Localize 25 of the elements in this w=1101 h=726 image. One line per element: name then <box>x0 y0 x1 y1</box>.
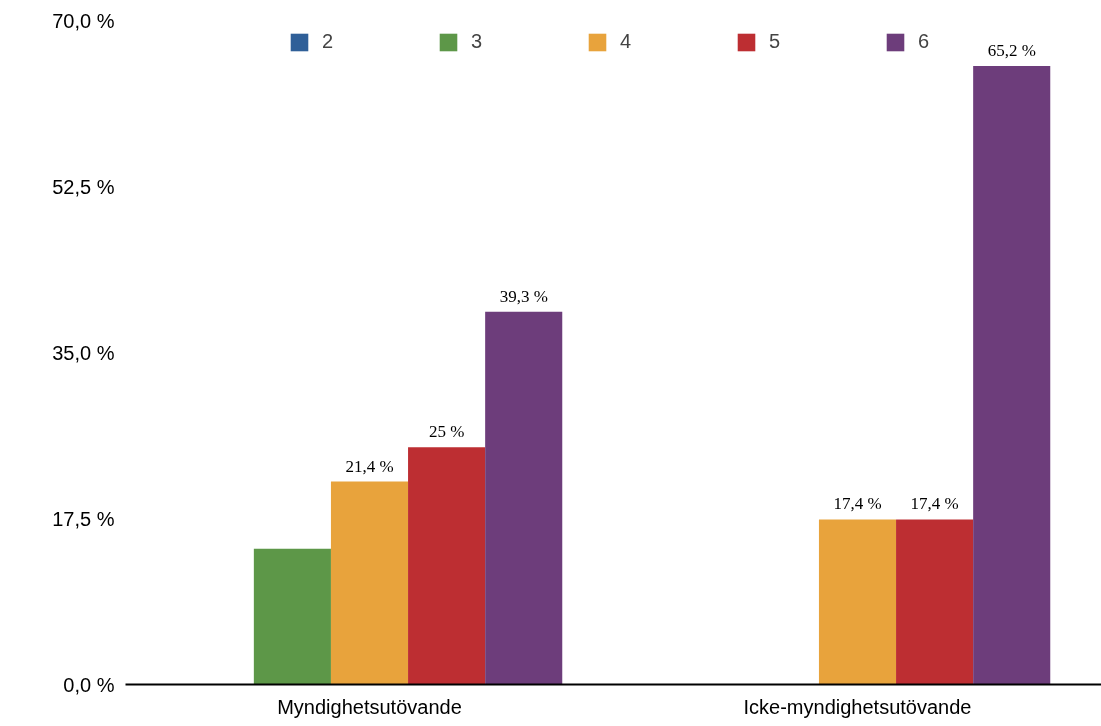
bar <box>253 548 331 685</box>
bar <box>330 481 409 685</box>
data-label: 21,4 % <box>345 456 394 476</box>
data-label: 17,4 % <box>833 494 882 514</box>
legend-label: 6 <box>918 30 931 53</box>
y-tick-label: 17,5 % <box>52 507 115 530</box>
y-tick-label: 70,0 % <box>52 9 115 32</box>
x-tick-label: Myndighetsutövande <box>277 695 462 718</box>
bar <box>896 519 974 685</box>
y-tick-label: 0,0 % <box>63 673 115 696</box>
bar <box>818 519 897 685</box>
bar <box>485 311 563 685</box>
bar <box>973 66 1051 685</box>
x-tick-label: Icke-myndighetsutövande <box>743 695 972 718</box>
bar <box>408 447 486 685</box>
data-label: 65,2 % <box>987 41 1036 61</box>
legend-label: 4 <box>620 30 633 53</box>
data-label: 17,4 % <box>910 494 959 514</box>
legend-label: 2 <box>322 30 335 53</box>
legend-label: 5 <box>769 30 782 53</box>
y-tick-label: 52,5 % <box>52 175 115 198</box>
legend-label: 3 <box>471 30 484 53</box>
data-label: 39,3 % <box>499 286 548 306</box>
y-tick-label: 35,0 % <box>52 341 115 364</box>
data-label: 25 % <box>428 422 465 442</box>
